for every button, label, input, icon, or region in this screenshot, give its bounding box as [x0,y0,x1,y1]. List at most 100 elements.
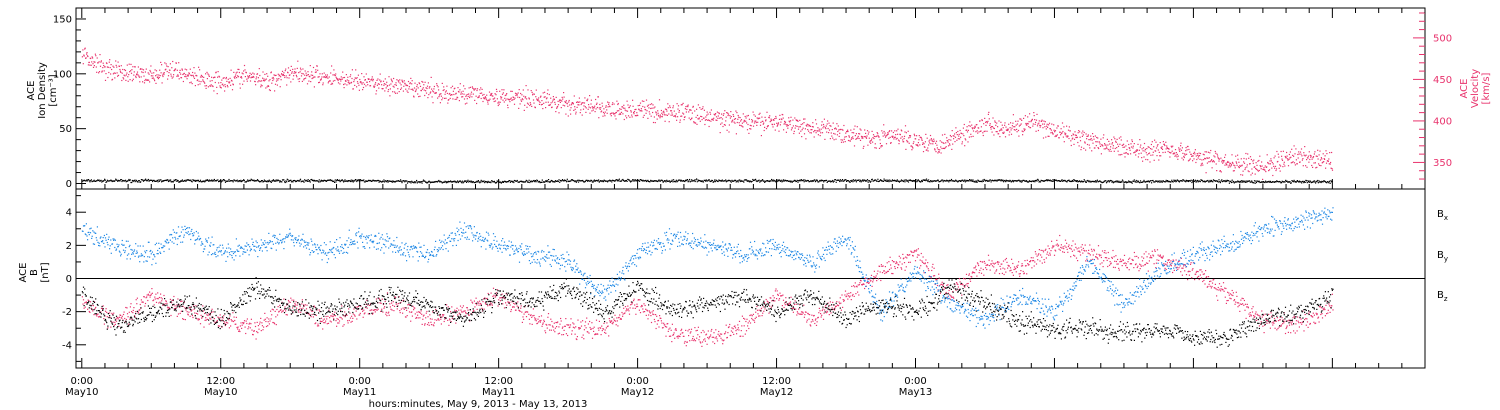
bz-point [216,320,218,322]
ion-density-point [1312,181,1314,183]
ion-density-point [623,179,625,182]
velocity-point [293,71,296,73]
ion-density-point [854,180,856,182]
velocity-point [1272,174,1274,177]
velocity-point [133,71,135,73]
velocity-point [519,96,521,99]
ion-density-point [674,180,676,182]
bz-point [306,304,308,306]
velocity-point [301,72,303,75]
bz-point [149,291,151,293]
velocity-point [101,71,103,73]
velocity-point [240,76,242,78]
velocity-point [267,85,269,87]
velocity-point [819,135,821,137]
ion-density-point [606,180,608,182]
velocity-point [1325,167,1327,169]
ion-density-point [506,181,508,183]
velocity-point [265,78,267,80]
velocity-point [1111,139,1113,141]
velocity-point [678,110,680,112]
velocity-point [825,128,827,130]
velocity-point [1200,163,1202,165]
velocity-point [242,73,244,75]
ion-density-point [317,180,319,182]
velocity-point [349,76,351,78]
velocity-point [1278,156,1280,158]
ion-density-point [864,179,866,181]
ion-density-point [639,179,641,181]
velocity-point [1210,149,1212,152]
ion-density-point [675,179,677,181]
velocity-point [814,130,816,132]
ion-density-point [561,180,563,182]
velocity-point [468,87,470,89]
velocity-point [410,88,412,90]
ion-density-point [118,180,120,182]
ion-density-point [405,180,407,182]
velocity-point [1159,142,1161,144]
ion-density-point [576,180,578,182]
velocity-point [493,100,495,103]
ion-density-point [1270,181,1272,183]
velocity-point [1071,138,1073,140]
ion-density-point [664,180,666,182]
ion-density-point [197,179,199,181]
bz-point [165,300,167,302]
ion-density-point [568,180,570,183]
velocity-point [746,122,748,124]
velocity-point [856,126,858,128]
velocity-point [729,117,731,119]
bz-point [146,294,148,296]
bz-point [312,316,314,318]
velocity-point [637,105,639,107]
velocity-point [1066,125,1068,127]
ion-density-point [1298,181,1300,183]
velocity-point [83,54,85,56]
ion-density-point [183,180,186,182]
velocity-point [1276,150,1278,153]
ion-density-point [293,180,295,182]
velocity-point [220,87,222,89]
ion-density-point [685,179,687,181]
velocity-point [330,72,332,74]
ion-density-point [504,180,506,182]
velocity-point [563,96,565,98]
bz-point [259,321,261,323]
velocity-point [803,118,805,120]
ion-density-point [461,180,463,182]
bz-point [201,317,203,319]
velocity-point [980,126,982,128]
velocity-point [668,121,670,123]
ion-density-point [1281,180,1283,182]
ion-density-point [849,181,851,183]
bz-point [206,318,208,320]
ion-density-point [763,180,765,182]
velocity-point [686,108,688,111]
velocity-point [915,138,917,140]
velocity-point [116,72,118,74]
bz-point [255,338,257,340]
velocity-point [698,117,700,119]
velocity-point [1220,171,1222,173]
velocity-point [525,96,527,98]
ion-density-point [481,181,483,183]
bz-point [213,318,215,320]
velocity-point [1303,154,1305,156]
velocity-point [551,101,554,103]
ion-density-point [1193,180,1195,182]
velocity-point [395,82,397,84]
velocity-point [1151,148,1153,150]
velocity-point [92,57,94,59]
velocity-point [1241,164,1243,166]
ion-density-point [652,180,654,182]
velocity-point [127,80,129,82]
b-tick-label: -2 [62,307,72,318]
velocity-point [346,84,348,86]
ion-density-point [1291,180,1293,182]
ion-density-point [750,181,752,183]
velocity-point [1148,152,1151,154]
velocity-point [983,130,985,133]
bz-point [205,319,207,321]
velocity-point [658,99,661,101]
